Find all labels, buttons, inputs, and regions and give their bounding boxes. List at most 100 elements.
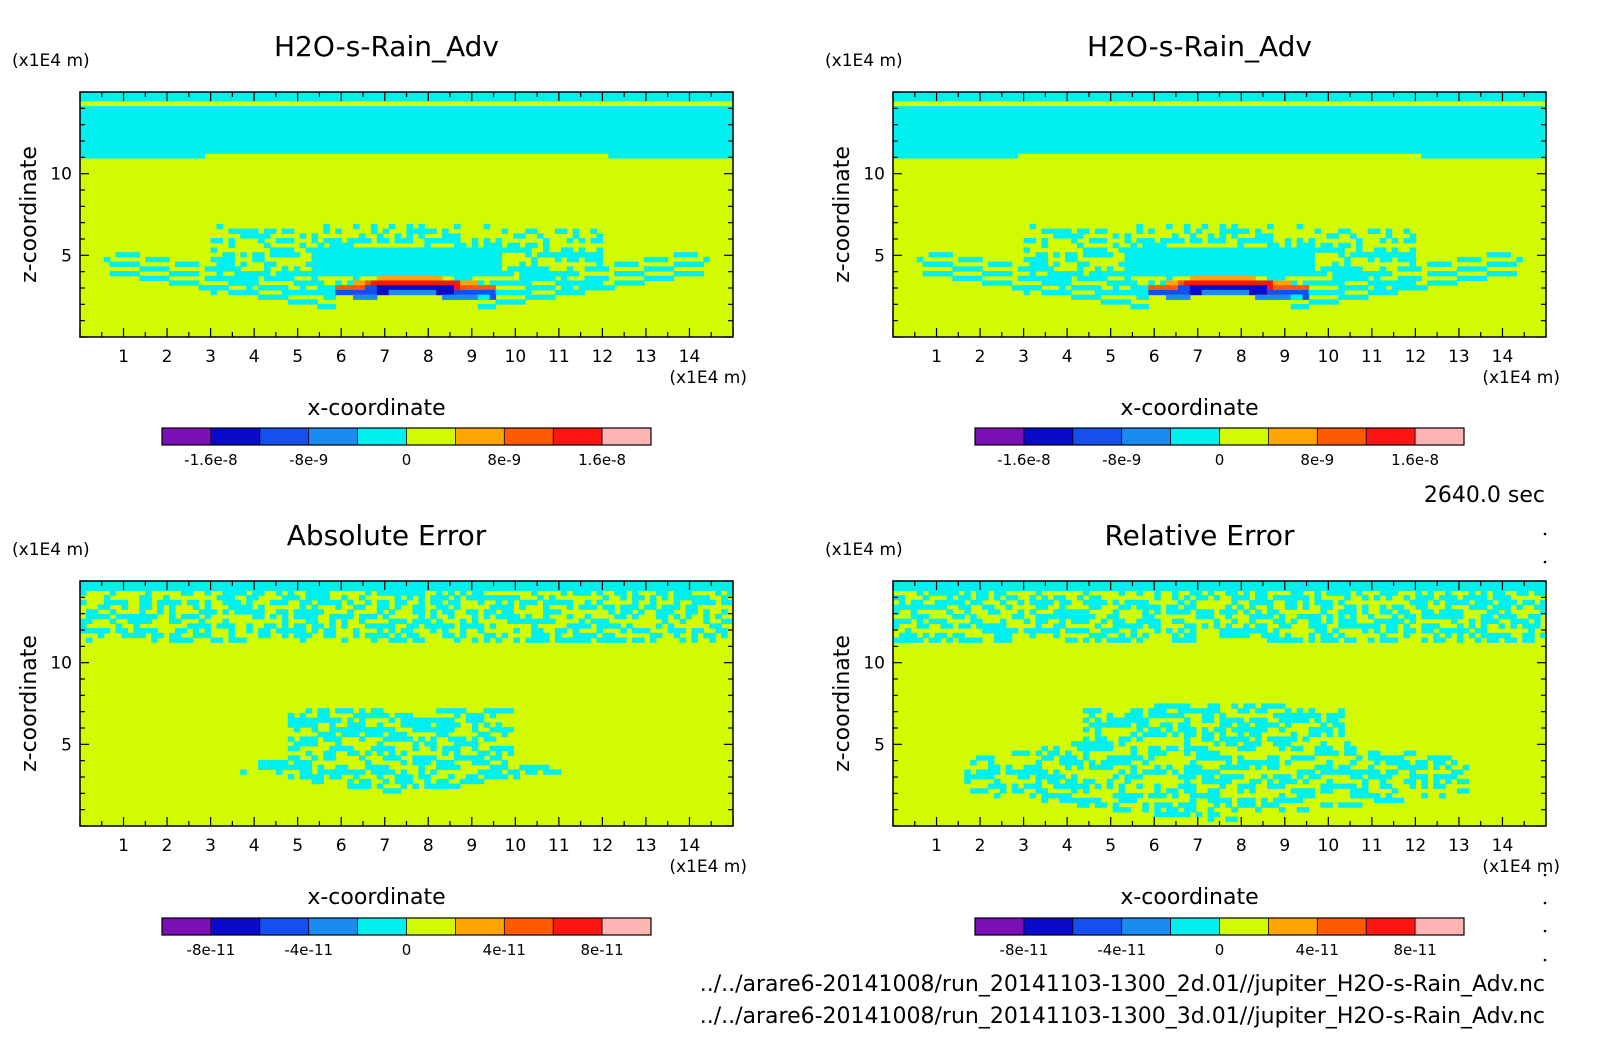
field-cell [453,223,461,230]
field-cell [898,632,918,639]
field-cell [376,275,443,282]
field-cell [453,242,467,249]
field-cell [1272,595,1310,601]
field-cell [1249,717,1268,723]
colorbar-label: -4e-11 [284,941,333,959]
field-cell [1201,778,1232,785]
field-cell [519,275,556,282]
field-cell [685,609,698,615]
field-cell [299,774,324,780]
field-cell [1350,233,1357,239]
field-cell [1338,294,1369,300]
field-cell [1136,228,1143,234]
field-cell [1326,731,1333,738]
field-cell [1082,788,1090,794]
field-cell [916,590,924,596]
field-cell [471,722,479,728]
field-cell [1421,623,1440,629]
field-cell [1154,764,1161,771]
field-cell [1142,731,1167,738]
field-cell [1148,285,1179,291]
field-cell [1124,252,1316,258]
field-cell [1462,764,1470,771]
field-cell [1071,285,1102,291]
field-cell [1397,256,1416,263]
field-cell [1065,628,1090,634]
field-cell [1154,628,1161,634]
field-cell [169,632,182,639]
field-cell [293,609,324,615]
field-cell [364,599,372,606]
field-cell [1367,637,1375,643]
field-cell [1059,618,1066,624]
field-cell [1290,745,1304,752]
field-cell [614,613,627,620]
field-cell [1243,703,1256,709]
field-cell [364,280,372,286]
x-axis-label: x-coordinate [307,885,445,910]
field-cell [1266,242,1280,249]
field-cell [359,233,366,239]
field-cell [893,101,1546,107]
field-cell [311,727,319,733]
field-cell [400,760,408,766]
field-cell [471,618,479,624]
field-cell [1017,266,1054,272]
field-cell [139,609,146,615]
field-cell [299,233,307,239]
field-cell [1385,623,1399,629]
field-cell [1183,604,1197,610]
field-cell [1094,727,1102,733]
field-cell [1213,618,1221,624]
field-cell [359,778,372,785]
field-cell [1225,802,1232,808]
field-cell [1249,731,1262,738]
field-cell [240,233,271,239]
field-cell [566,238,574,244]
field-cell [1207,797,1232,804]
field-cell [1112,609,1120,615]
colorbar-swatch [1170,428,1220,445]
field-cell [388,223,396,230]
field-cell [1498,623,1506,629]
field-cell [80,101,733,107]
field-cell [1077,228,1090,234]
field-cell [264,261,277,267]
field-cell [228,628,235,634]
field-cell [1373,797,1405,804]
colorbar-label: -8e-9 [1102,451,1141,469]
field-cell [1540,599,1546,606]
field-cell [376,285,455,291]
colorbar-swatch [406,918,456,935]
field-cell [1136,736,1143,742]
field-cell [269,613,277,620]
field-cell [1094,802,1108,808]
x-tick-label: 12 [592,836,614,856]
field-cell [673,261,704,267]
field-cell [1379,256,1393,263]
field-cell [186,599,200,606]
field-cell [453,604,461,610]
field-cell [483,609,497,615]
field-cell [317,708,330,714]
field-cell [1071,294,1102,300]
field-cell [353,628,360,634]
field-cell [1017,599,1025,606]
field-cell [1219,228,1250,234]
field-cell [1189,275,1256,282]
field-cell [1231,727,1268,733]
field-cell [1456,778,1470,785]
field-cell [388,717,396,723]
field-cell [1409,783,1416,789]
field-cell [1118,769,1126,775]
field-cell [1266,289,1310,296]
field-cell [1249,289,1268,296]
field-cell [1136,238,1155,244]
field-cell [1278,623,1292,629]
field-cell [1035,613,1096,620]
field-cell [1439,628,1470,634]
field-cell [1130,708,1143,714]
field-cell [329,774,342,780]
field-cell [1373,285,1387,291]
